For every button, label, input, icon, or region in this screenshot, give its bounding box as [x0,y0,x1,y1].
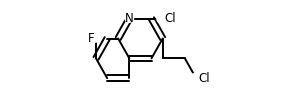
Text: F: F [88,32,94,45]
Text: Cl: Cl [165,12,176,25]
Ellipse shape [125,15,133,22]
Ellipse shape [92,35,100,42]
Text: Cl: Cl [198,72,210,85]
Text: N: N [125,12,134,25]
Ellipse shape [157,14,168,24]
Ellipse shape [190,73,202,83]
